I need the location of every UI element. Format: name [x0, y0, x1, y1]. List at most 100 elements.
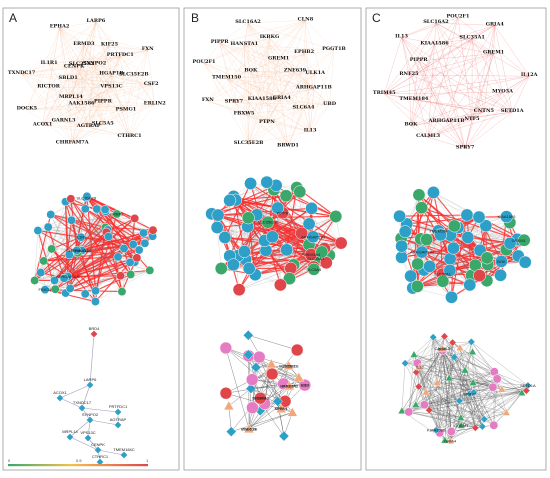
bottom-gene-label-ubd: UBD: [301, 383, 310, 388]
mid-node-1-49: [295, 226, 309, 240]
top-gene-label-mrpl14: MRPL14: [59, 94, 83, 100]
top-edge-1: [219, 43, 249, 145]
top-edge-0: [72, 45, 110, 144]
bottom-gene-label-pggt1b: PGGT1B: [241, 426, 258, 431]
top-edge-1: [269, 38, 289, 147]
bottom-node-b-13: [290, 343, 304, 357]
top-edge-1: [295, 71, 316, 75]
mid-edge-gray-2: [401, 245, 454, 249]
top-edge-1: [248, 99, 263, 145]
mid-edge-gray-2: [479, 222, 510, 251]
mid-edge-red-0: [40, 236, 82, 273]
top-edge-2: [410, 92, 503, 126]
top-edge-2: [427, 23, 437, 138]
top-edge-0: [21, 74, 64, 122]
bottom-edge-c: [405, 337, 434, 364]
top-edge-2: [410, 99, 415, 126]
top-gene-label-sbld1: SBLD1: [59, 75, 78, 81]
bottom-gene-label-cenpk: CENPK: [91, 442, 105, 447]
top-edge-0: [81, 65, 103, 125]
top-edge-0: [81, 104, 103, 125]
mid-node-0-0: [40, 285, 50, 295]
mid-node-1-26: [302, 217, 316, 231]
mid-node-1-5: [214, 262, 228, 275]
mid-node-1-39: [271, 201, 285, 215]
top-edge-2: [413, 99, 513, 113]
bottom-gene-label-agtrap: AGTRAP: [110, 417, 127, 422]
mid-node-0-13: [139, 228, 149, 238]
top-edge-0: [73, 21, 97, 68]
mid-node-2-42: [503, 236, 517, 250]
bottom-edge-c: [417, 362, 470, 395]
top-edge-0: [59, 27, 134, 76]
top-edge-1: [219, 42, 311, 132]
bottom-node-b-17: [219, 341, 233, 355]
mid-node-2-41: [395, 239, 409, 253]
top-edge-0: [95, 21, 112, 75]
top-edge-0: [72, 21, 97, 144]
mid-node-0-26: [125, 257, 135, 267]
top-edge-1: [244, 20, 306, 46]
top-edge-0: [83, 44, 127, 111]
bottom-edge-c: [415, 386, 493, 405]
top-edge-0: [88, 126, 130, 138]
top-edge-0: [48, 63, 72, 99]
mid-edge-gray-1: [217, 182, 267, 216]
top-edge-0: [74, 65, 82, 68]
mid-node-0-35: [72, 245, 82, 255]
mid-edge-red-1: [248, 215, 336, 219]
top-edge-0: [59, 27, 75, 68]
mid-node-2-17: [415, 201, 429, 215]
mid-gene-label-nrbp2: NRBP2: [110, 212, 124, 217]
top-edge-0: [68, 78, 103, 103]
mid-gene-label-tmem184: TMEM184: [429, 228, 448, 233]
mid-gene-label-kiaa1586: KIAA1586: [497, 214, 516, 219]
top-gene-label-pippr: PIPPR: [94, 98, 113, 104]
mid-edge-gray-0: [51, 208, 86, 250]
top-edge-1: [226, 78, 330, 106]
top-edge-1: [244, 44, 311, 132]
top-edge-0: [88, 45, 110, 127]
bottom-edge-c: [473, 371, 495, 393]
mid-gene-label-pippr: PIPPR: [277, 210, 289, 215]
mid-node-0-21: [76, 232, 86, 242]
top-edge-0: [94, 45, 110, 65]
mid-edge-gray-0: [48, 227, 55, 281]
top-edge-1: [287, 88, 314, 147]
mid-edge-gray-0: [51, 248, 125, 250]
top-edge-2: [434, 17, 459, 45]
top-edge-1: [243, 114, 249, 145]
top-edge-2: [418, 60, 473, 121]
top-edge-0: [63, 121, 103, 125]
bottom-edge-a: [81, 407, 119, 413]
top-gene-label-bok: BOK: [244, 68, 258, 74]
top-edge-1: [281, 73, 316, 100]
top-edge-0: [125, 84, 152, 111]
top-gene-label-synpo2: SYNPO2: [83, 60, 107, 66]
mid-node-0-22: [64, 250, 74, 260]
bottom-edge-b: [250, 388, 293, 413]
top-edge-2: [401, 37, 494, 54]
mid-node-0-40: [140, 238, 150, 248]
top-edge-2: [401, 22, 436, 38]
top-edge-2: [418, 25, 495, 62]
top-edge-1: [247, 22, 263, 100]
panel-frame-b: [183, 7, 362, 471]
top-edge-2: [401, 37, 429, 138]
top-gene-label-kiaa1586: KIAA1586: [248, 96, 277, 102]
top-edge-2: [446, 122, 466, 149]
bottom-node-c-1: [412, 368, 421, 377]
top-edge-2: [384, 37, 402, 94]
top-edge-2: [408, 38, 473, 76]
top-edge-1: [287, 104, 330, 147]
mid-node-0-29: [148, 225, 158, 235]
mid-edge-gray-2: [486, 222, 510, 281]
bottom-node-c-46: [446, 427, 456, 436]
bottom-node-a-6: [114, 421, 122, 429]
bottom-node-b-27: [245, 373, 259, 386]
bottom-edge-b: [228, 388, 252, 407]
top-edge-0: [21, 74, 152, 86]
top-gene-label-ephb2: EPHB2: [294, 49, 315, 55]
bottom-node-c-3: [450, 353, 459, 362]
mid-node-0-41: [39, 256, 49, 266]
